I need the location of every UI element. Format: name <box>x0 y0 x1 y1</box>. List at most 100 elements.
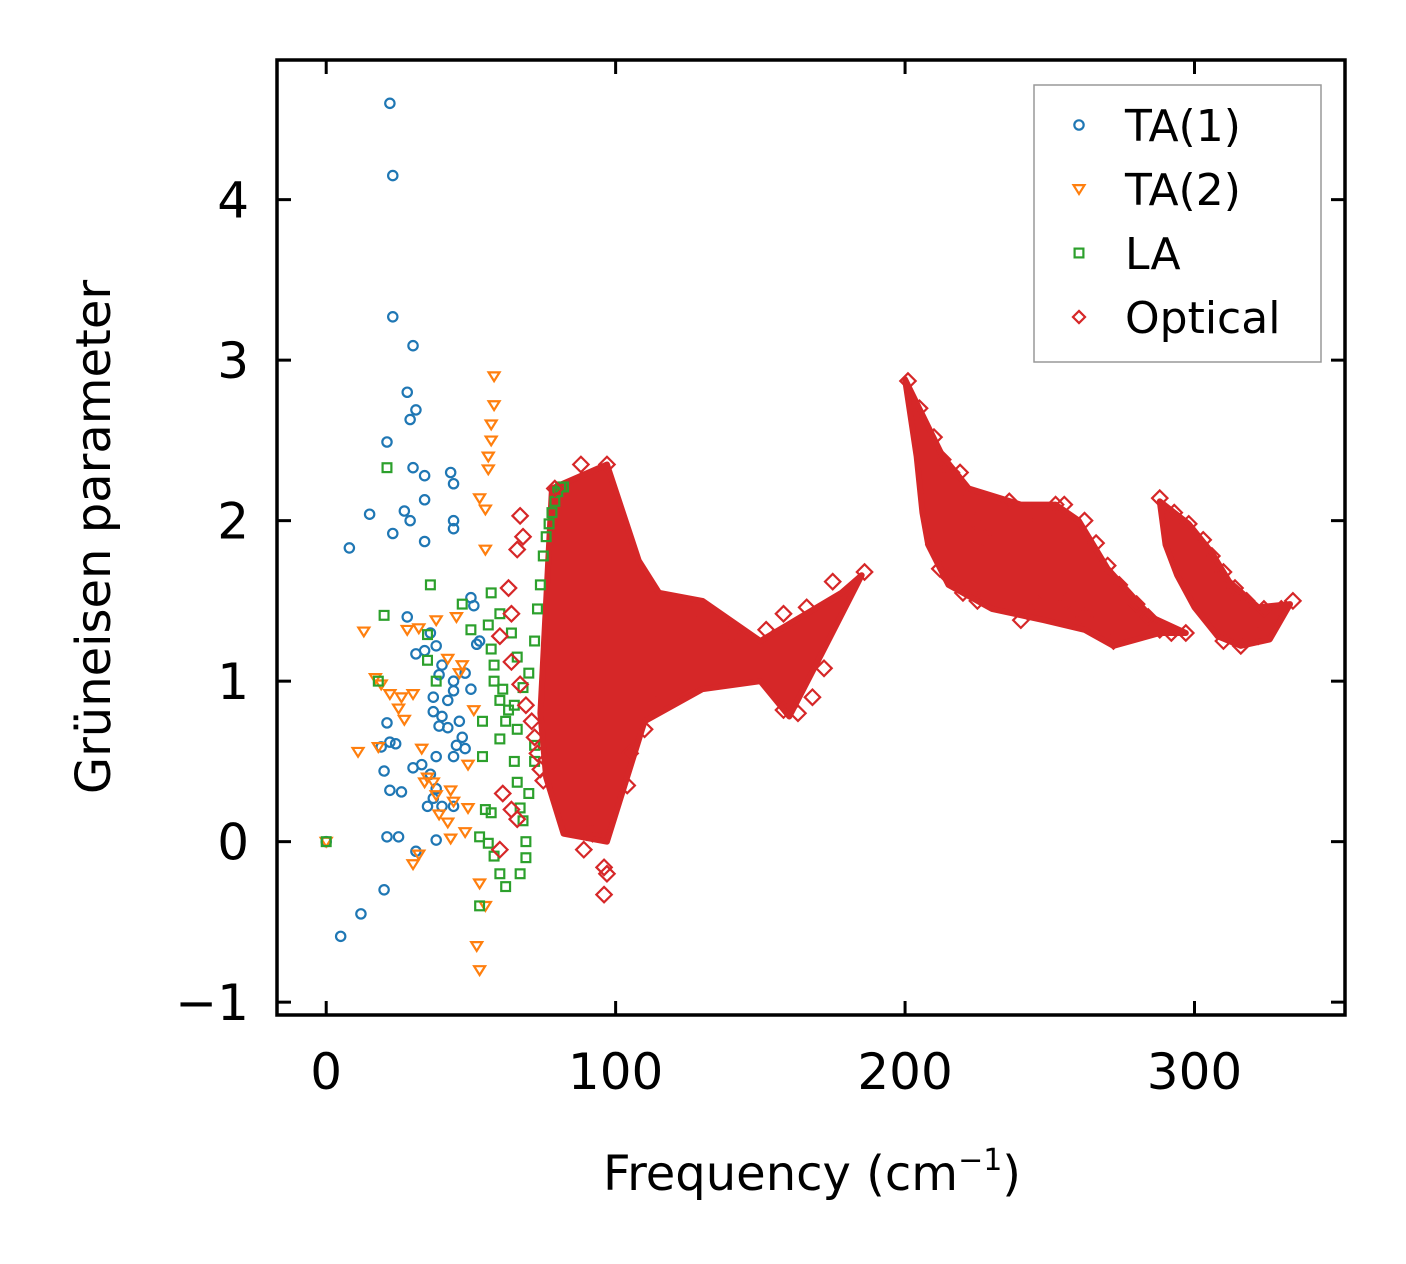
x-axis-title: Frequency (cm−1) <box>603 1143 1021 1202</box>
point-ta-1-51 <box>447 800 460 813</box>
point-ta-1-29 <box>427 691 440 703</box>
point-ta-1-9 <box>418 469 431 482</box>
point-ta-2-8 <box>396 714 412 727</box>
point-la-6 <box>422 654 434 666</box>
point-ta-1-16 <box>447 514 460 527</box>
point-ta-2-10 <box>411 623 427 636</box>
point-optical-77 <box>1231 636 1251 656</box>
point-la-26 <box>520 852 532 864</box>
x-tick-label-300: 300 <box>1147 1043 1242 1101</box>
point-optical-6 <box>502 652 521 672</box>
point-la-31 <box>485 643 497 655</box>
point-la-23 <box>514 802 526 814</box>
point-optical-26 <box>583 824 602 843</box>
legend-label-ta-2: TA(2) <box>1124 165 1241 216</box>
point-optical-19 <box>571 455 591 474</box>
point-ta-2-1 <box>356 626 372 639</box>
point-ta-2-2 <box>367 672 383 685</box>
point-optical-30 <box>646 695 666 715</box>
point-optical-88 <box>1104 631 1123 651</box>
point-la-32 <box>488 675 500 687</box>
point-ta-2-44 <box>454 660 470 673</box>
point-optical-5 <box>490 626 510 646</box>
point-ta-2-25 <box>457 827 473 840</box>
point-ta-2-41 <box>486 371 502 384</box>
point-ta-1-54 <box>430 834 442 846</box>
point-optical-63 <box>1162 623 1181 643</box>
point-ta-2-33 <box>469 941 485 954</box>
point-ta-1-20 <box>418 535 431 548</box>
legend: TA(1) TA(2) LA Optical <box>1033 84 1322 363</box>
point-la-8 <box>456 598 468 610</box>
point-optical-33 <box>756 620 776 640</box>
point-optical-29 <box>635 720 654 739</box>
point-ta-1-3 <box>407 339 419 352</box>
data-points <box>318 97 1303 978</box>
axis-ticks: 0 100 200 300 −1 0 1 2 3 4 <box>175 60 1345 1101</box>
point-ta-2-40 <box>486 400 502 413</box>
point-optical-18 <box>545 479 565 498</box>
point-ta-1-61 <box>456 731 469 744</box>
point-ta-1-66 <box>468 599 480 612</box>
point-optical-21 <box>594 858 614 877</box>
legend-marker-ta-1 <box>1073 119 1085 131</box>
point-la-46 <box>523 667 535 679</box>
point-ta-1-17 <box>447 522 460 535</box>
point-ta-1-52 <box>381 831 393 843</box>
point-ta-2-45 <box>466 705 482 718</box>
point-ta-2-9 <box>399 624 415 637</box>
point-ta-1-1 <box>386 169 399 182</box>
point-optical-81 <box>939 567 958 587</box>
point-optical-11 <box>528 744 547 763</box>
point-ta-2-28 <box>370 742 386 754</box>
point-ta-1-50 <box>421 800 434 813</box>
point-la-20 <box>494 733 506 745</box>
point-la-49 <box>534 579 546 591</box>
point-optical-70 <box>1214 562 1233 582</box>
point-optical-64 <box>1176 623 1196 643</box>
point-optical-49 <box>965 511 984 530</box>
point-optical-28 <box>620 744 640 763</box>
point-ta-1-30 <box>447 685 460 697</box>
point-la-25 <box>520 836 532 848</box>
point-ta-1-12 <box>418 494 431 506</box>
point-ta-1-42 <box>430 750 442 763</box>
point-optical-16 <box>507 809 527 829</box>
point-ta-2-22 <box>431 809 447 822</box>
point-ta-1-15 <box>404 514 416 527</box>
point-ta-2-36 <box>477 504 493 517</box>
point-optical-3 <box>499 578 518 598</box>
point-ta-2-19 <box>428 790 444 803</box>
legend-label-la: LA <box>1125 229 1181 280</box>
point-optical-67 <box>1179 514 1198 534</box>
point-ta-2-20 <box>443 785 459 798</box>
legend-marker-la <box>1073 247 1085 259</box>
point-la-7 <box>430 675 442 687</box>
point-la-33 <box>494 694 506 706</box>
point-optical-59 <box>1109 575 1129 595</box>
point-optical-38 <box>774 700 793 720</box>
point-ta-2-17 <box>425 777 441 790</box>
point-optical-27 <box>617 776 637 795</box>
point-ta-1-70 <box>473 635 486 647</box>
point-la-13 <box>485 807 497 819</box>
point-ta-1-28 <box>447 675 460 687</box>
point-ta-1-8 <box>407 461 419 474</box>
point-la-15 <box>482 837 494 849</box>
point-la-44 <box>511 723 523 735</box>
optical-region-1 <box>537 461 865 845</box>
y-tick-label-0: 0 <box>217 814 249 872</box>
point-la-37 <box>505 627 517 639</box>
point-ta-1-21 <box>401 611 414 623</box>
point-la-10 <box>476 715 488 727</box>
point-la-52 <box>543 518 555 530</box>
point-optical-36 <box>823 572 842 591</box>
point-optical-2 <box>507 540 527 559</box>
point-ta-1-56 <box>378 884 390 896</box>
point-optical-35 <box>797 598 816 617</box>
point-ta-1-27 <box>433 668 445 681</box>
point-ta-1-67 <box>470 638 483 651</box>
point-optical-32 <box>722 623 741 643</box>
point-optical-20 <box>597 455 617 474</box>
point-optical-56 <box>1075 511 1094 530</box>
